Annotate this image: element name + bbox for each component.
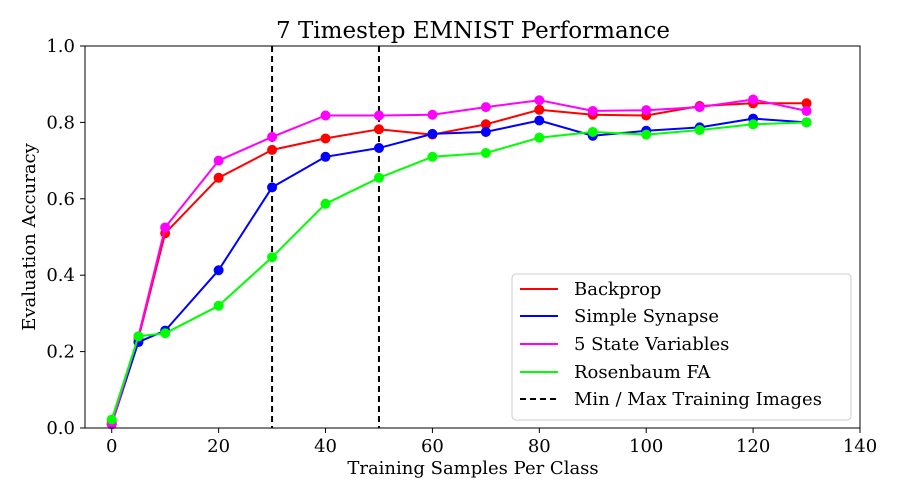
data-point-rosenbaum-fa [320,198,331,209]
data-point-5-state-variables [267,131,278,142]
y-tick-label: 0.6 [46,189,75,210]
data-point-simple-synapse [480,126,491,137]
series-rosenbaum-fa [106,117,812,425]
data-point-rosenbaum-fa [267,252,278,263]
legend-label-min-max-training-images: Min / Max Training Images [574,389,822,410]
data-point-simple-synapse [320,151,331,162]
data-point-5-state-variables [160,222,171,233]
data-point-backprop [320,133,331,144]
data-point-simple-synapse [373,142,384,153]
data-point-simple-synapse [213,265,224,276]
y-axis-label: Evaluation Accuracy [19,142,40,330]
x-axis-label: Training Samples Per Class [347,458,598,479]
data-point-5-state-variables [534,95,545,106]
y-tick-label: 0.0 [46,418,75,439]
data-point-rosenbaum-fa [694,125,705,136]
data-point-5-state-variables [213,155,224,166]
y-axis: 0.0 0.2 0.4 0.6 0.8 1.0 [46,36,85,439]
y-tick-label: 0.8 [46,112,75,133]
plot-area-frame [84,45,861,429]
x-tick-label: 20 [207,436,230,457]
data-point-rosenbaum-fa [480,147,491,158]
data-point-5-state-variables [694,102,705,113]
y-tick-label: 0.2 [46,342,75,363]
data-point-5-state-variables [480,102,491,113]
data-point-backprop [480,119,491,130]
vlines-layer [271,46,380,428]
data-point-backprop [534,104,545,115]
legend-label-5-state-variables: 5 State Variables [574,334,729,355]
x-axis: 0 20 40 60 80 100 120 140 [106,428,877,457]
data-point-rosenbaum-fa [373,172,384,183]
data-point-backprop [213,172,224,183]
data-point-rosenbaum-fa [748,119,759,130]
legend-frame [511,273,852,421]
x-tick-label: 120 [736,436,770,457]
data-point-5-state-variables [320,110,331,121]
data-point-simple-synapse [267,182,278,193]
data-point-5-state-variables [748,94,759,105]
data-point-5-state-variables [373,110,384,121]
data-point-5-state-variables [801,105,812,116]
x-tick-label: 40 [314,436,337,457]
data-point-5-state-variables [641,105,652,116]
data-point-5-state-variables [427,109,438,120]
series-5-state-variables [106,94,812,430]
x-tick-label: 0 [106,436,117,457]
x-tick-label: 100 [629,436,663,457]
data-point-rosenbaum-fa [427,151,438,162]
data-point-rosenbaum-fa [641,129,652,140]
data-point-5-state-variables [587,105,598,116]
series-layer [106,94,812,430]
data-point-rosenbaum-fa [160,328,171,339]
legend-label-rosenbaum-fa: Rosenbaum FA [574,362,711,383]
data-point-simple-synapse [534,115,545,126]
y-tick-label: 1.0 [46,36,75,57]
y-tick-label: 0.4 [46,265,75,286]
legend-label-backprop: Backprop [574,279,661,300]
data-point-rosenbaum-fa [587,126,598,137]
data-point-rosenbaum-fa [106,414,117,425]
data-point-rosenbaum-fa [133,331,144,342]
x-tick-label: 140 [843,436,877,457]
data-point-rosenbaum-fa [801,117,812,128]
data-point-backprop [801,98,812,109]
data-point-rosenbaum-fa [534,132,545,143]
data-point-simple-synapse [427,128,438,139]
data-point-rosenbaum-fa [213,300,224,311]
data-point-backprop [267,144,278,155]
x-tick-label: 60 [421,436,444,457]
chart-title: 7 Timestep EMNIST Performance [276,18,670,44]
data-point-backprop [373,124,384,135]
legend-label-simple-synapse: Simple Synapse [574,306,719,327]
legend: Backprop Simple Synapse 5 State Variable… [511,273,852,421]
x-tick-label: 80 [528,436,551,457]
